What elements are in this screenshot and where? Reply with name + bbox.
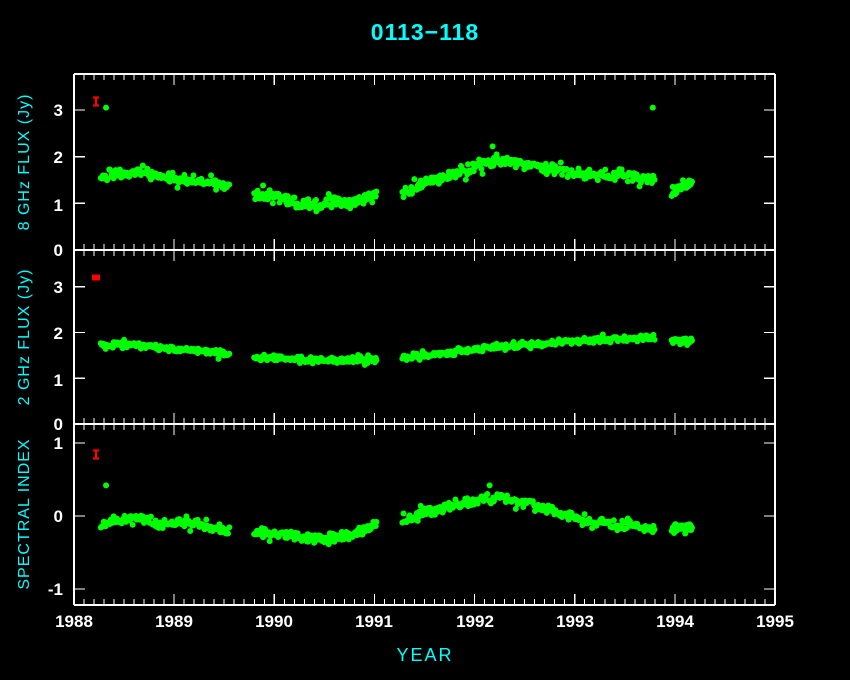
svg-text:0113−118: 0113−118 [371,19,479,45]
svg-text:3: 3 [54,278,63,297]
svg-text:1991: 1991 [355,612,393,631]
svg-text:-1: -1 [48,580,63,599]
svg-text:0: 0 [54,507,63,526]
svg-text:SPECTRAL INDEX: SPECTRAL INDEX [16,438,33,589]
svg-text:0: 0 [54,415,63,434]
svg-text:2: 2 [54,324,63,343]
svg-text:1: 1 [54,434,63,453]
svg-text:1988: 1988 [55,612,93,631]
svg-text:8 GHz FLUX (Jy): 8 GHz FLUX (Jy) [16,94,33,231]
svg-text:1995: 1995 [756,612,794,631]
svg-text:YEAR: YEAR [396,645,453,665]
svg-text:1: 1 [54,196,63,215]
svg-text:2: 2 [54,148,63,167]
svg-text:2 GHz FLUX (Jy): 2 GHz FLUX (Jy) [16,269,33,406]
svg-text:0: 0 [54,241,63,260]
svg-text:1990: 1990 [255,612,293,631]
svg-text:1994: 1994 [656,612,694,631]
svg-text:1992: 1992 [456,612,494,631]
svg-text:3: 3 [54,101,63,120]
svg-text:1989: 1989 [155,612,193,631]
svg-text:1: 1 [54,371,63,390]
svg-text:1993: 1993 [556,612,594,631]
